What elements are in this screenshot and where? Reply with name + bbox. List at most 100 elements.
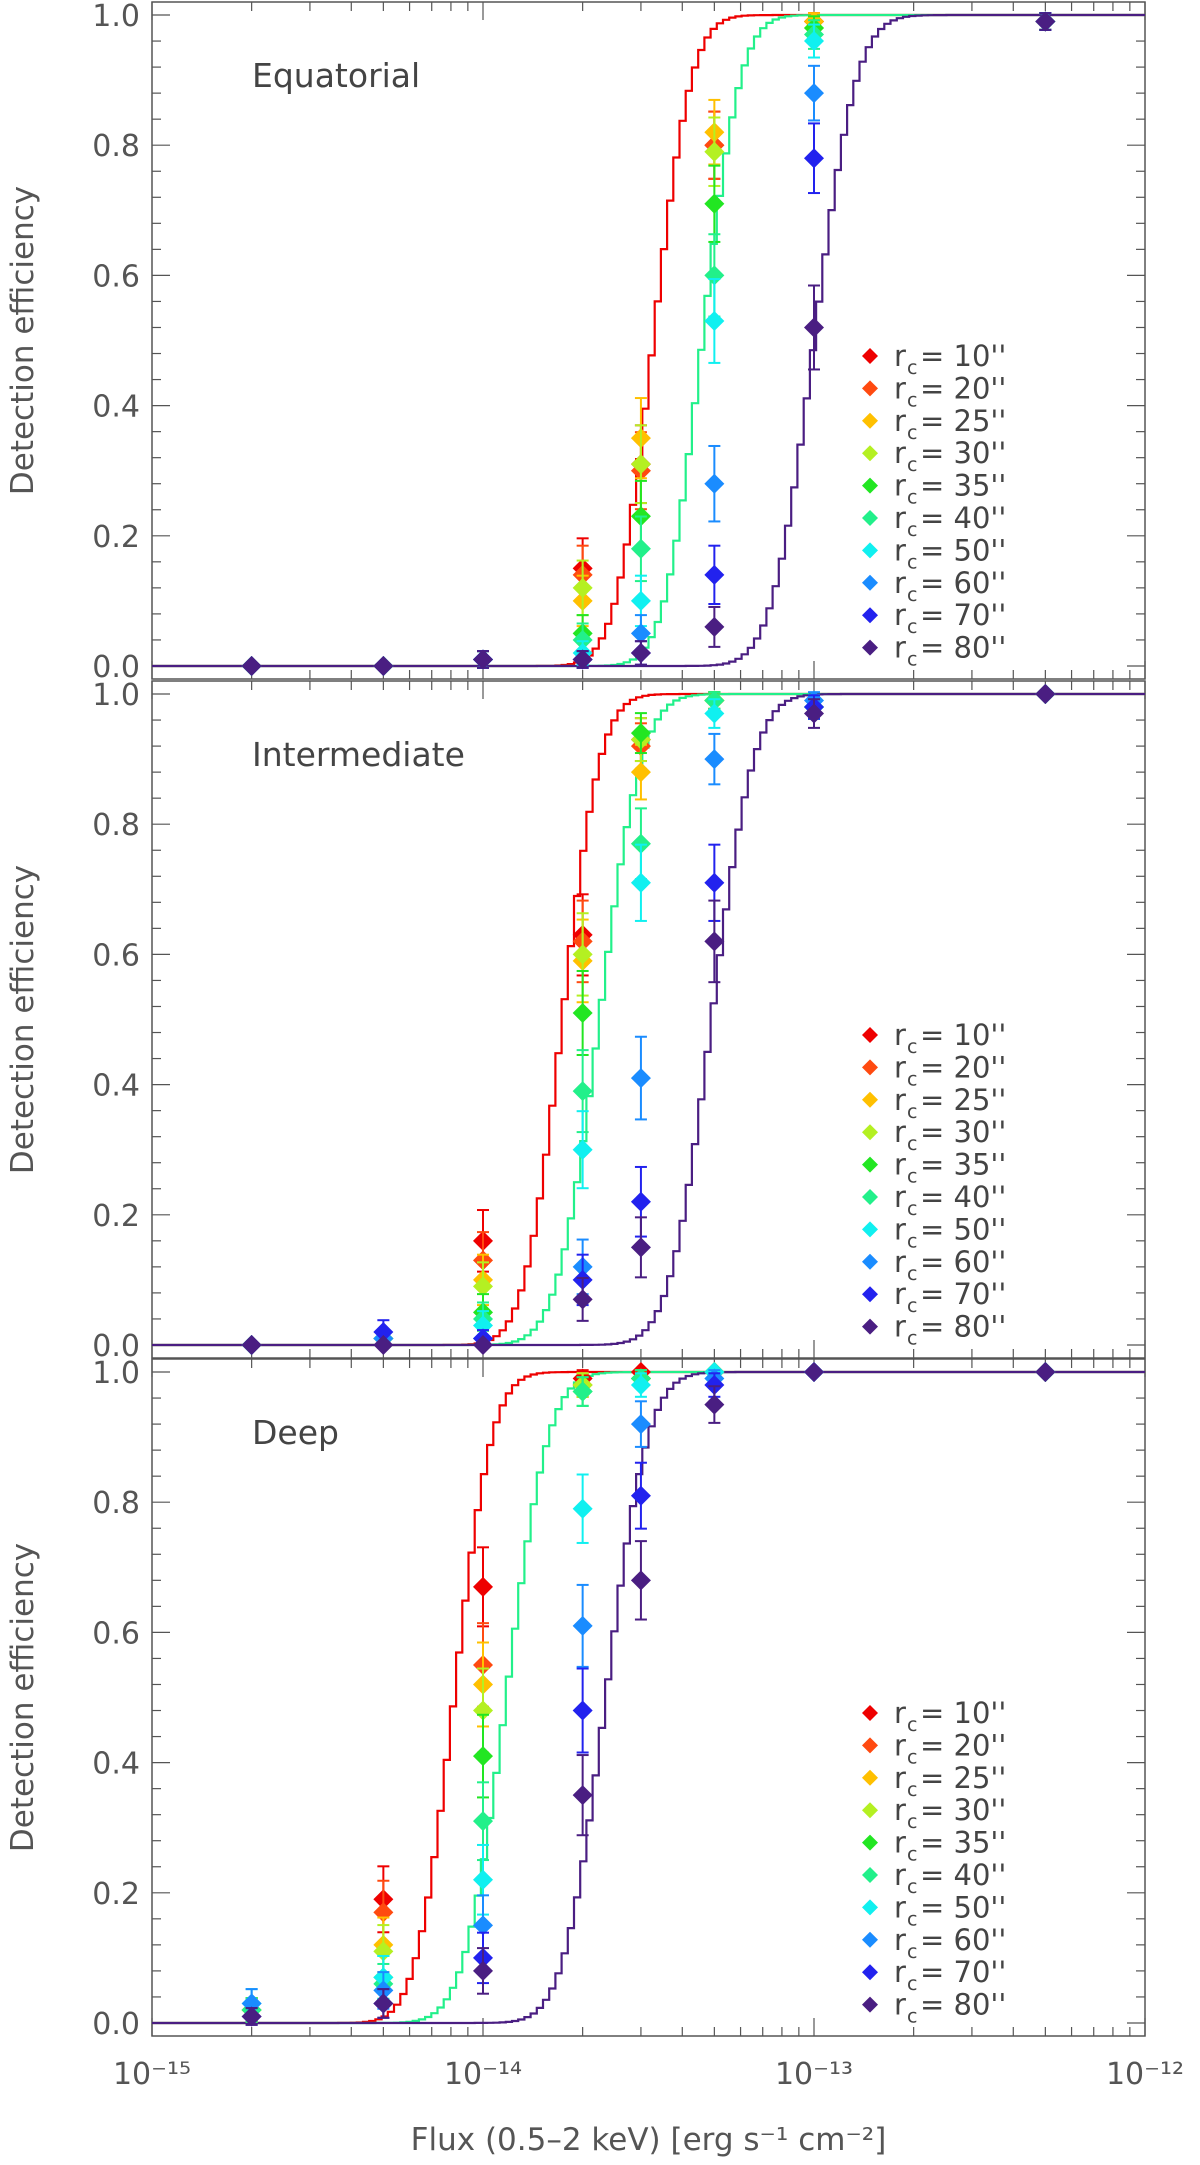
legend-marker [862, 607, 878, 624]
legend-subscript: c [907, 1101, 917, 1123]
data-point [572, 1081, 593, 1102]
legend-label: = 80'' [920, 1310, 1006, 1344]
data-point [804, 317, 824, 338]
legend-marker [862, 639, 878, 656]
legend-label: = 70'' [920, 1955, 1006, 1989]
legend-prefix: r [894, 1988, 906, 2022]
legend-prefix: r [894, 533, 906, 567]
data-point [241, 1334, 262, 1355]
legend-label: = 10'' [920, 1696, 1006, 1730]
data-point [704, 703, 725, 724]
legend-subscript: c [907, 551, 917, 573]
data-point [572, 1289, 593, 1310]
data-point [704, 193, 725, 214]
legend-prefix: r [894, 1018, 906, 1052]
y-tick-label: 0.6 [92, 1616, 140, 1651]
data-point [241, 655, 262, 676]
legend-label: = 25'' [920, 1083, 1006, 1117]
legend-subscript: c [907, 1908, 917, 1930]
legend-marker [862, 1964, 878, 1981]
legend-marker [862, 1996, 878, 2013]
data-point [373, 1321, 394, 1342]
model-curve-80-arcsec [152, 1370, 1145, 2025]
legend-subscript: c [907, 1811, 917, 1833]
legend-subscript: c [907, 1328, 917, 1350]
data-point [572, 1139, 593, 1160]
legend-prefix: r [894, 339, 906, 373]
legend-subscript: c [907, 357, 917, 379]
legend-prefix: r [894, 1696, 906, 1730]
legend-subscript: c [907, 584, 917, 606]
data-point [704, 265, 725, 286]
legend-label: = 40'' [920, 1180, 1006, 1214]
legend-prefix: r [894, 631, 906, 665]
data-point [572, 629, 593, 650]
legend-marker [862, 1737, 878, 1754]
y-tick-label: 0.8 [92, 1486, 140, 1521]
y-tick-label: 0.2 [92, 1877, 140, 1912]
legend-label: = 50'' [920, 1890, 1006, 1924]
x-tick-label: 10⁻¹⁴ [444, 2057, 522, 2092]
data-point [373, 1993, 394, 2014]
legend-prefix: r [894, 1955, 906, 1989]
x-tick-label: 10⁻¹⁵ [113, 2057, 191, 2092]
y-tick-label: 0.8 [92, 808, 140, 843]
legend-prefix: r [894, 1212, 906, 1246]
data-point [630, 1191, 651, 1212]
data-point [704, 616, 725, 637]
legend-label: = 50'' [920, 1212, 1006, 1246]
legend-prefix: r [894, 1245, 906, 1279]
data-point [630, 642, 651, 663]
data-point [704, 1394, 725, 1415]
legend-marker [862, 1802, 878, 1819]
data-point [630, 1414, 651, 1435]
legend-subscript: c [907, 616, 917, 638]
data-point [473, 1334, 493, 1355]
panel-title: Deep [252, 1413, 339, 1452]
data-point [473, 1276, 493, 1297]
legend-prefix: r [894, 598, 906, 632]
legend-label: = 80'' [920, 631, 1006, 665]
data-point [630, 1237, 651, 1258]
legend-marker [862, 1318, 878, 1335]
data-point [704, 473, 725, 494]
data-point [804, 31, 824, 52]
legend-prefix: r [894, 1793, 906, 1827]
legend-subscript: c [907, 519, 917, 541]
data-point [804, 83, 824, 104]
legend-prefix: r [894, 1115, 906, 1149]
legend-prefix: r [894, 1277, 906, 1311]
legend-subscript: c [907, 1973, 917, 1995]
legend-marker [862, 412, 878, 429]
legend-marker [862, 1931, 878, 1948]
legend-marker [862, 477, 878, 494]
legend-marker [862, 1059, 878, 1076]
legend-subscript: c [907, 1198, 917, 1220]
data-point [373, 655, 394, 676]
legend-subscript: c [907, 1133, 917, 1155]
data-point [572, 577, 593, 598]
data-point [473, 649, 493, 670]
legend-label: = 10'' [920, 1018, 1006, 1052]
y-tick-label: 0.4 [92, 1747, 140, 1782]
legend-label: = 20'' [920, 371, 1006, 405]
legend-label: = 60'' [920, 1923, 1006, 1957]
legend-prefix: r [894, 566, 906, 600]
panel-intermediate: 0.0 0.2 0.4 0.6 0.8 1.0 Intermediate Detection … [5, 678, 1146, 1364]
legend-prefix: r [894, 1050, 906, 1084]
model-curve-80-arcsec [152, 13, 1145, 668]
legend-subscript: c [907, 1844, 917, 1866]
legend: r c = 10''r c = 20''r c = 25''r c = 30''r c = 35''… [862, 1696, 1006, 2028]
legend: r c = 10''r c = 20''r c = 25''r c = 30''r c = 35''… [862, 1018, 1006, 1350]
legend-marker [862, 445, 878, 462]
legend-prefix: r [894, 1180, 906, 1214]
data-point [241, 2006, 262, 2027]
panel-title: Equatorial [252, 56, 420, 95]
y-tick-label: 1.0 [92, 1356, 140, 1391]
legend-prefix: r [894, 1890, 906, 1924]
legend-label: = 40'' [920, 501, 1006, 535]
legend-subscript: c [907, 1295, 917, 1317]
data-point [572, 1381, 593, 1402]
legend-subscript: c [907, 1941, 917, 1963]
